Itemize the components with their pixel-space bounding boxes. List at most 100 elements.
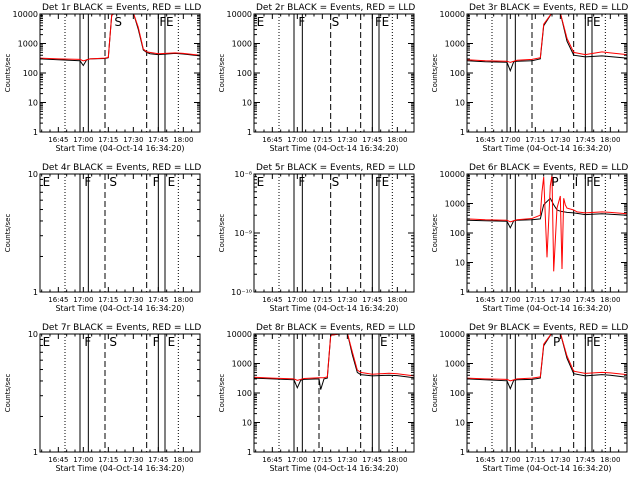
x-axis-label: Start Time (04-Oct-14 16:34:20) <box>482 144 611 153</box>
x-tick-label: 17:00 <box>287 136 307 144</box>
events-series-line <box>467 334 627 391</box>
x-tick-label: 17:45 <box>575 456 595 464</box>
chart-title: Det 2r BLACK = Events, RED = LLD <box>256 3 415 13</box>
chart-title: Det 7r BLACK = Events, RED = LLD <box>42 323 201 333</box>
x-tick-label: 17:00 <box>73 296 93 304</box>
region-label: E <box>166 15 174 29</box>
x-tick-label: 16:45 <box>475 456 495 464</box>
y-tick-label: 1 <box>247 448 252 457</box>
y-axis-label: Counts/sec <box>431 214 439 253</box>
x-tick-label: 16:45 <box>48 136 68 144</box>
plot-frame <box>39 173 201 293</box>
y-tick-label: 100 <box>450 229 465 238</box>
y-tick-label: 10000 <box>440 330 465 339</box>
x-tick-label: 17:00 <box>500 136 520 144</box>
region-label: F <box>298 175 305 189</box>
plot-area <box>467 14 627 132</box>
plot-frame <box>466 173 628 293</box>
y-tick-label: 1 <box>33 288 38 297</box>
x-tick-label: 16:45 <box>262 456 282 464</box>
region-label: E <box>257 15 265 29</box>
y-tick-label: 1000 <box>232 360 252 369</box>
x-tick-label: 17:15 <box>312 136 332 144</box>
x-tick-label: 17:30 <box>550 456 570 464</box>
y-tick-label: 10000 <box>440 10 465 19</box>
x-tick-label: 16:45 <box>48 296 68 304</box>
x-axis-label: Start Time (04-Oct-14 16:34:20) <box>55 464 184 473</box>
y-tick-label: 10 <box>242 99 252 108</box>
y-axis-label: Counts/sec <box>218 374 226 413</box>
plot-area <box>64 174 179 292</box>
y-tick-label: 10000 <box>227 330 252 339</box>
chart-panel-4: Det 4r BLACK = Events, RED = LLD Counts/s… <box>4 163 201 313</box>
y-tick-label: 10000 <box>440 170 465 179</box>
x-tick-label: 18:00 <box>600 456 620 464</box>
y-tick-label: 10 <box>455 259 465 268</box>
y-axis-label: Counts/sec <box>218 214 226 253</box>
y-tick-label: 10⁻¹⁰ <box>231 288 252 297</box>
x-tick-label: 17:15 <box>525 136 545 144</box>
chart-panel-6: Det 6r BLACK = Events, RED = LLD Counts/s… <box>431 163 628 313</box>
x-tick-label: 16:45 <box>262 136 282 144</box>
x-tick-label: 17:15 <box>98 456 118 464</box>
y-tick-label: 10000 <box>13 10 38 19</box>
region-label: S <box>114 15 122 29</box>
x-axis-label: Start Time (04-Oct-14 16:34:20) <box>55 144 184 153</box>
region-label: S <box>109 335 117 349</box>
plot-area <box>64 334 179 452</box>
y-tick-label: 1000 <box>445 40 465 49</box>
x-tick-label: 17:30 <box>337 456 357 464</box>
x-axis-label: Start Time (04-Oct-14 16:34:20) <box>482 304 611 313</box>
x-tick-label: 18:00 <box>173 136 193 144</box>
region-label: P <box>553 335 560 349</box>
x-tick-label: 18:00 <box>173 456 193 464</box>
x-tick-label: 18:00 <box>173 296 193 304</box>
y-tick-label: 1 <box>460 128 465 137</box>
plot-frame <box>39 333 201 453</box>
x-tick-label: 17:30 <box>337 136 357 144</box>
region-label: I <box>575 175 579 189</box>
chart-title: Det 9r BLACK = Events, RED = LLD <box>469 323 628 333</box>
y-tick-label: 10⁻⁸ <box>234 170 252 179</box>
y-tick-label: 1000 <box>445 200 465 209</box>
lld-series-line <box>254 334 414 381</box>
plot-area <box>278 174 393 292</box>
region-label: F <box>375 175 382 189</box>
events-series-line <box>467 197 627 229</box>
y-tick-label: 1 <box>247 128 252 137</box>
region-label: E <box>382 15 390 29</box>
plot-area <box>278 14 393 132</box>
chart-panel-1: Det 1r BLACK = Events, RED = LLD Counts/s… <box>4 3 201 153</box>
plot-area <box>467 174 627 292</box>
y-tick-label: 1000 <box>232 40 252 49</box>
y-axis-label: Counts/sec <box>431 374 439 413</box>
x-tick-label: 17:15 <box>98 296 118 304</box>
x-tick-label: 17:45 <box>148 296 168 304</box>
region-label: S <box>109 175 117 189</box>
region-label: E <box>43 175 51 189</box>
x-axis-label: Start Time (04-Oct-14 16:34:20) <box>55 304 184 313</box>
region-label: E <box>593 335 601 349</box>
x-tick-label: 17:15 <box>98 136 118 144</box>
plot-frame <box>466 13 628 133</box>
chart-title: Det 1r BLACK = Events, RED = LLD <box>42 3 201 13</box>
y-axis-label: Counts/sec <box>431 54 439 93</box>
plot-area <box>254 334 414 452</box>
x-tick-label: 16:45 <box>48 456 68 464</box>
x-tick-label: 18:00 <box>600 296 620 304</box>
y-tick-label: 100 <box>450 69 465 78</box>
events-series-line <box>467 14 627 73</box>
y-tick-label: 10 <box>28 99 38 108</box>
chart-title: Det 3r BLACK = Events, RED = LLD <box>469 3 628 13</box>
x-tick-label: 18:00 <box>387 456 407 464</box>
x-tick-label: 17:45 <box>362 456 382 464</box>
y-tick-label: 10 <box>455 419 465 428</box>
plot-area <box>467 334 627 452</box>
y-tick-label: 1000 <box>18 40 38 49</box>
lld-series-line <box>467 334 627 382</box>
chart-title: Det 6r BLACK = Events, RED = LLD <box>469 163 628 173</box>
chart-panel-3: Det 3r BLACK = Events, RED = LLD Counts/s… <box>431 3 628 153</box>
x-tick-label: 16:45 <box>262 296 282 304</box>
region-label: E <box>43 335 51 349</box>
x-tick-label: 18:00 <box>600 136 620 144</box>
